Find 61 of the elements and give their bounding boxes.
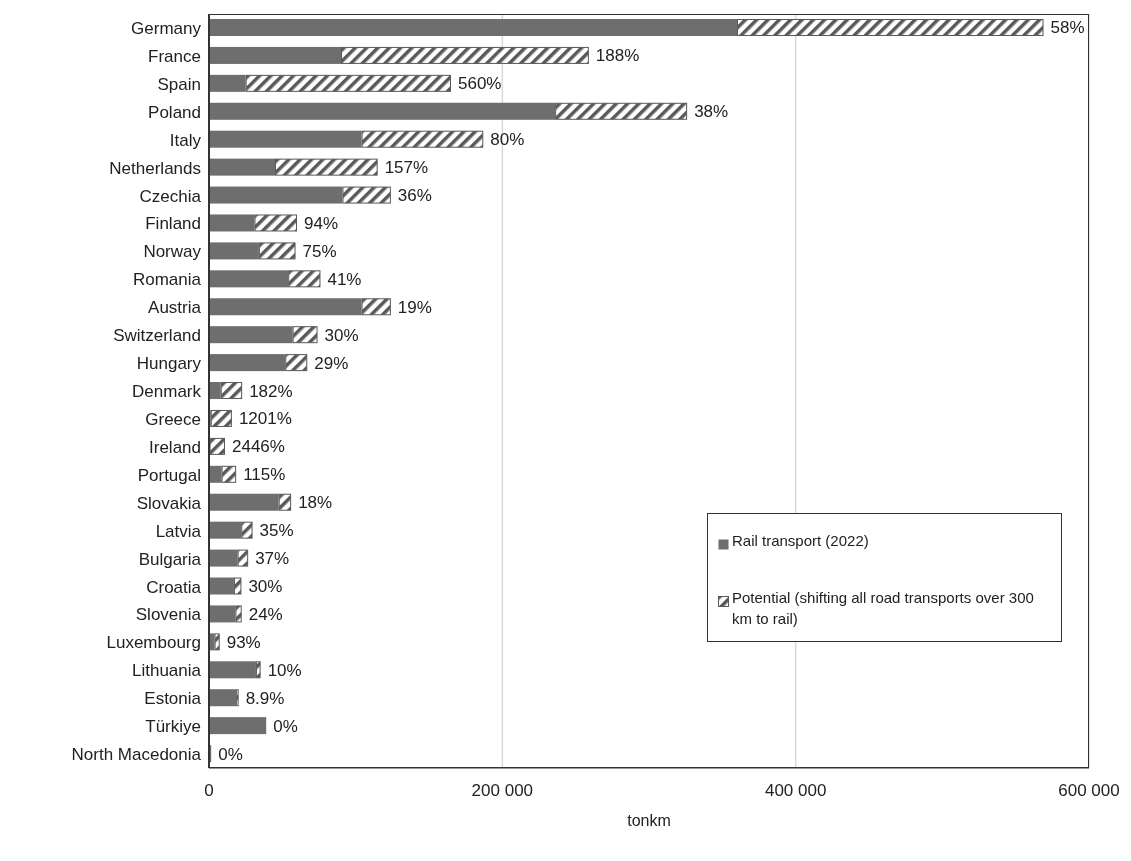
y-tick-label: Croatia [146,577,202,597]
y-tick-label: Greece [145,409,201,429]
y-tick-label: Austria [148,298,202,318]
y-tick-label: France [148,46,201,66]
y-tick-label: Romania [132,270,202,290]
annotation: 560% [458,74,502,94]
annotation: 10% [267,660,302,680]
y-tick-label: Türkiye [145,717,201,737]
annotation: 8.9% [245,688,285,708]
x-tick-label: 0 [204,781,214,801]
annotation: 188% [595,46,640,66]
annotation: 75% [302,241,337,261]
y-tick-label: Germany [131,19,202,38]
x-axis-title: tonkm [626,812,672,830]
annotation: 80% [490,130,525,150]
y-tick-label: Czechia [139,186,202,206]
legend-label: Rail transport (2022) [732,531,869,551]
annotation: 36% [397,186,432,206]
y-tick-label: Slovenia [135,605,202,625]
y-tick-label: Netherlands [109,158,201,178]
y-tick-label: Portugal [137,465,201,485]
annotation: 93% [226,632,261,652]
annotation: 29% [314,353,349,373]
annotation: 94% [304,213,339,233]
y-tick-label: Lithuania [131,661,202,681]
x-tick-label: 400 000 [764,781,827,801]
x-tick-label: 600 000 [1058,781,1120,801]
annotation: 0% [273,716,298,736]
annotation: 2446% [231,437,285,457]
y-tick-label: Bulgaria [138,549,202,569]
y-tick-label: Latvia [155,521,202,541]
annotation: 41% [327,269,362,289]
annotation: 30% [248,576,283,596]
y-tick-label: Ireland [149,437,201,457]
y-tick-label: Norway [143,242,202,262]
annotation: 58% [1050,18,1085,38]
legend-label: Potential (shifting all road transports over 300 km to rail) [732,588,1035,629]
annotation: 37% [255,549,290,569]
y-tick-label: Italy [169,130,202,150]
annotation: 30% [324,325,359,345]
y-tick-label: North Macedonia [71,745,202,765]
annotation: 115% [243,465,286,485]
y-tick-label: Hungary [136,354,202,374]
y-tick-label: Spain [157,74,201,94]
annotation: 157% [384,158,429,178]
y-tick-label: Denmark [132,382,202,402]
annotation: 35% [259,521,294,541]
annotation: 19% [397,297,432,317]
y-tick-label: Finland [145,214,201,234]
y-tick-label: Luxembourg [106,633,201,653]
y-tick-label: Poland [148,102,201,122]
y-tick-label: Estonia [144,689,202,709]
annotation: 18% [298,493,333,513]
annotation: 1201% [238,409,292,429]
y-tick-label: Slovakia [136,493,202,513]
annotation: 38% [694,102,729,122]
y-tick-label: Switzerland [113,326,201,346]
annotation: 182% [249,381,293,401]
annotation: 0% [218,744,243,764]
annotation: 24% [248,604,283,624]
x-tick-label: 200 000 [471,781,534,801]
